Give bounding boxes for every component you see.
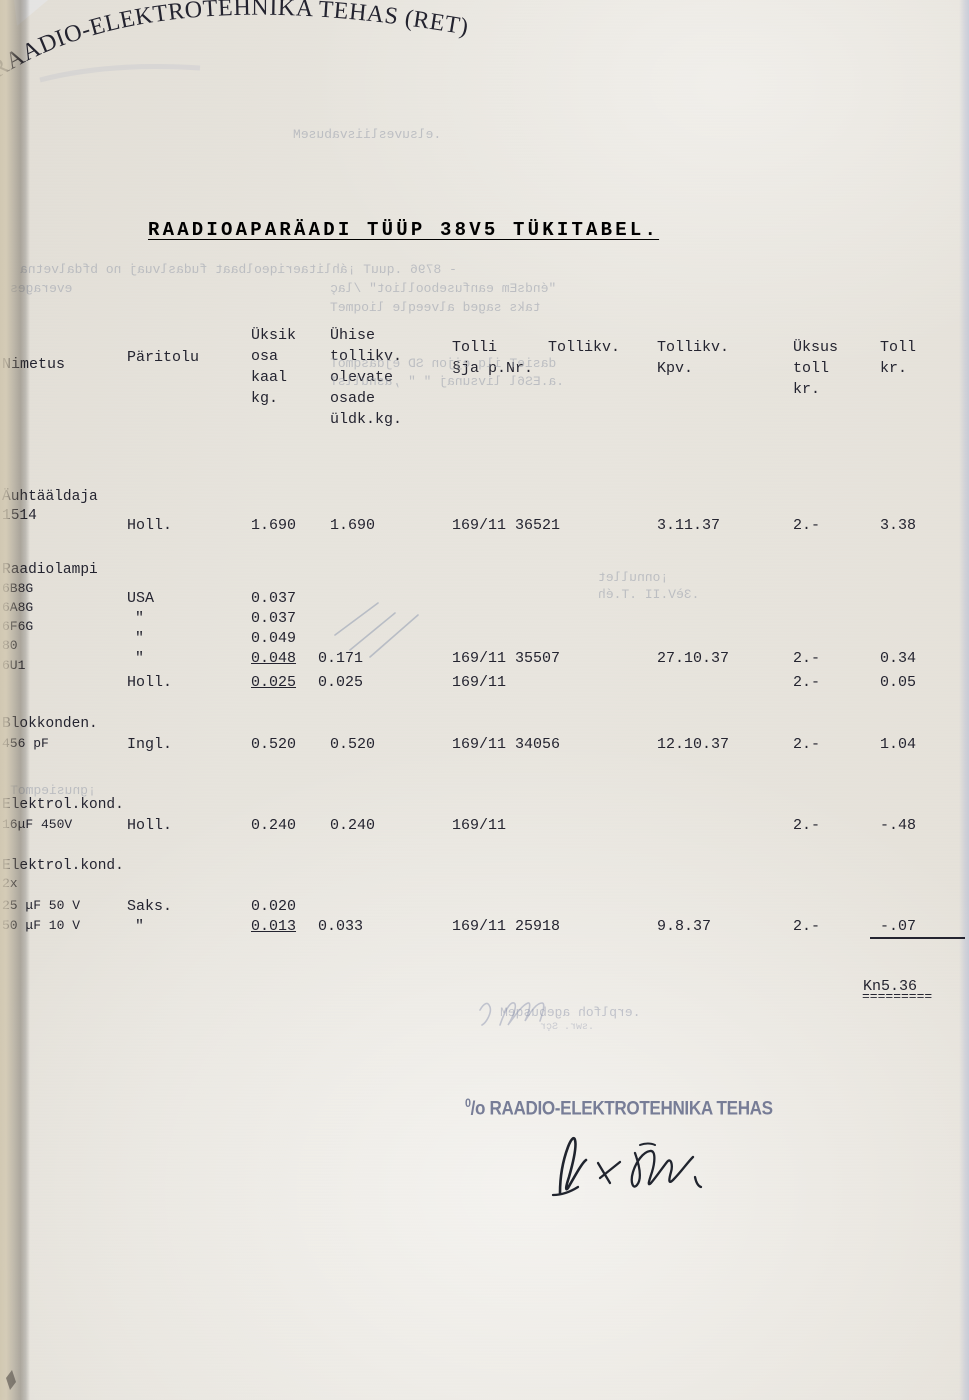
svg-text:.O. RAADIO-ELEKTROTEHNIKA TEH: .O. RAADIO-ELEKTROTEHNIKA TEHAS (RET) — [0, 0, 470, 106]
